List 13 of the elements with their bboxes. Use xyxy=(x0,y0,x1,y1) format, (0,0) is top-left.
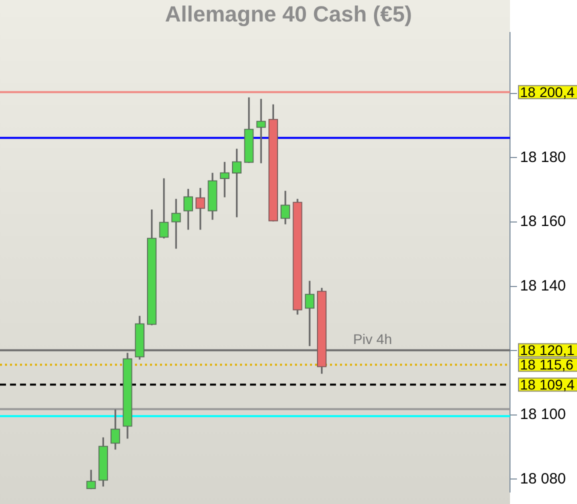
ref-line-label: 18 115,6 xyxy=(520,356,574,373)
annotation: Piv 4h xyxy=(353,331,392,348)
y-tick-label: 18 140 xyxy=(520,277,566,294)
y-tick-label: 18 080 xyxy=(520,470,566,488)
y-tick-label: 18 100 xyxy=(520,406,566,424)
ref-line-label: 18 120,1 xyxy=(520,342,575,358)
ref-line-label: 18 109,4 xyxy=(520,376,575,393)
candlestick xyxy=(256,98,266,164)
candlestick xyxy=(171,198,181,249)
y-tick-label: 18 160 xyxy=(520,213,566,230)
chart-title: Allemagne 40 Cash (€5) xyxy=(165,1,412,26)
ref-line-label: 18 200,4 xyxy=(520,84,575,100)
y-tick-label: 18 180 xyxy=(520,148,566,166)
